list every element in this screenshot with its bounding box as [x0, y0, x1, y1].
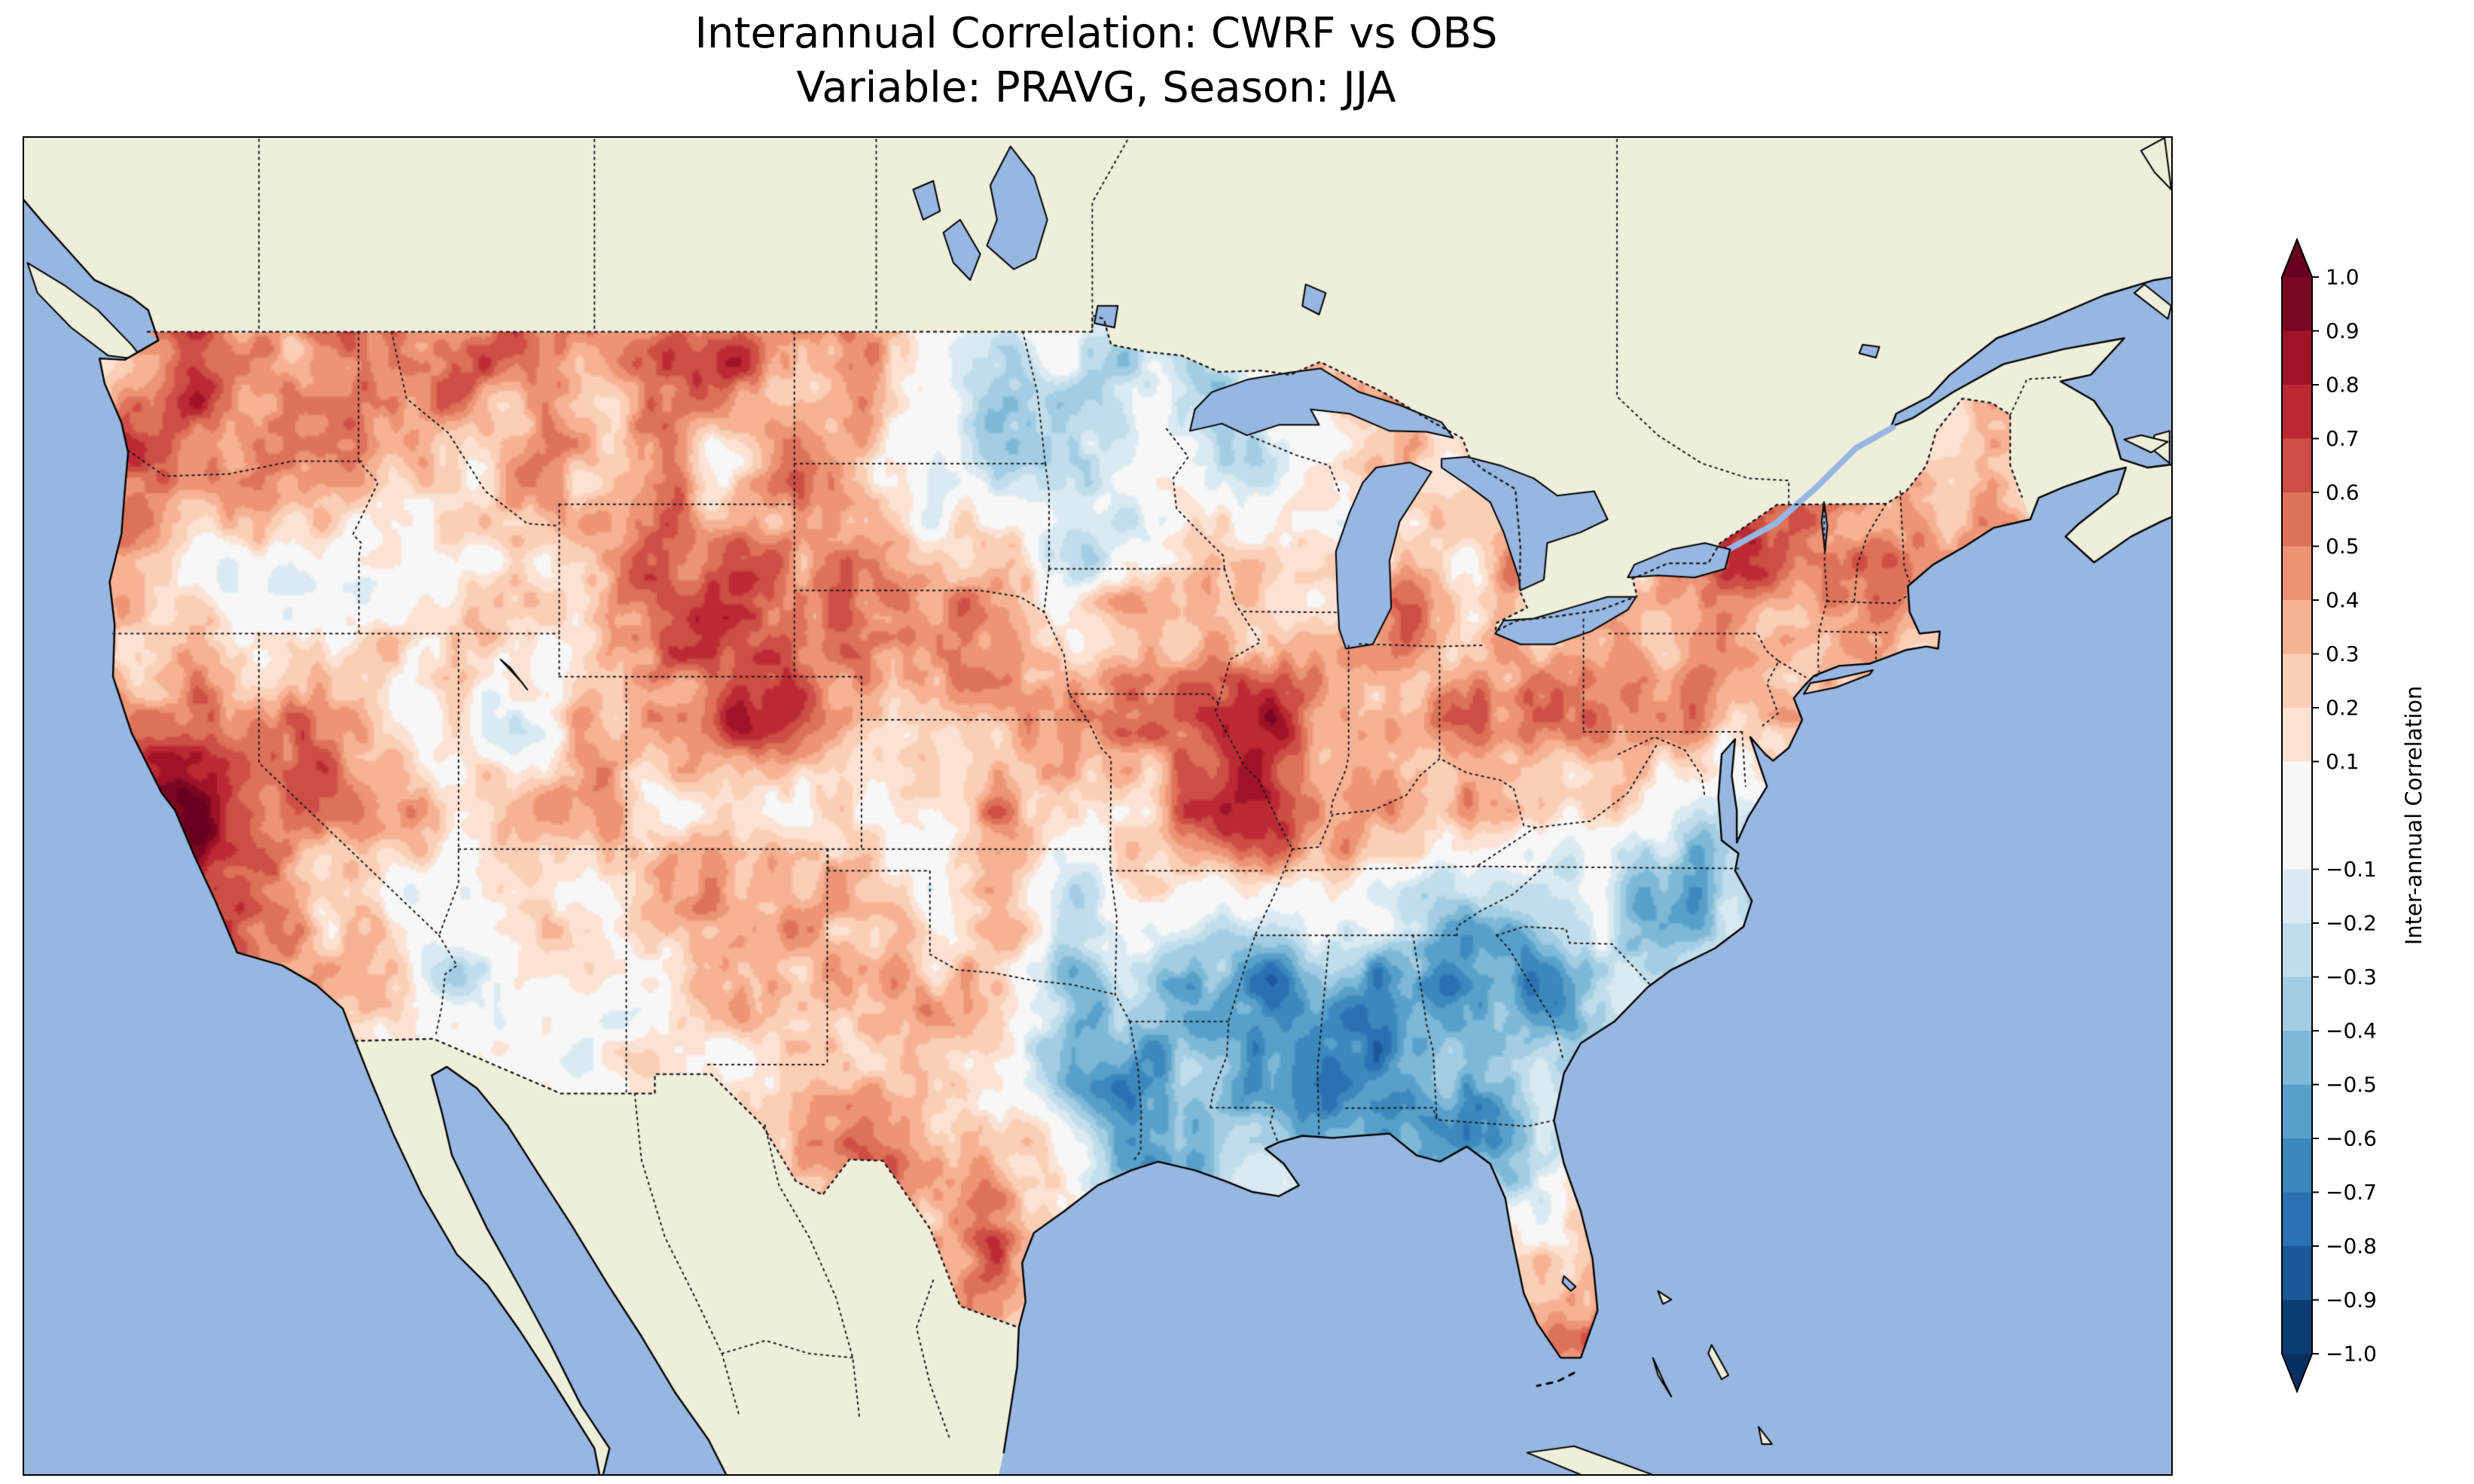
colorbar-band [2282, 1300, 2312, 1354]
colorbar-tick-label: −0.2 [2326, 911, 2377, 936]
colorbar-tick-label: 1.0 [2326, 265, 2360, 290]
colorbar-band [2282, 277, 2312, 331]
map-canvas [24, 138, 2171, 1474]
colorbar-tick-label: −0.4 [2326, 1019, 2377, 1044]
colorbar-tick-label: −1.0 [2326, 1342, 2377, 1367]
colorbar-band [2282, 869, 2312, 923]
colorbar: 1.0 0.9 0.8 0.7 0.6 0.5 0.4 0.3 0.2 0.1 −0.1 −0.2 −0… [2281, 237, 2427, 1394]
colorbar-tick-label: −0.7 [2326, 1180, 2377, 1205]
figure-subtitle: Variable: PRAVG, Season: JJA [796, 63, 1396, 112]
colorbar-band [2282, 1084, 2312, 1138]
colorbar-band [2282, 438, 2312, 492]
colorbar-tick-label: −0.9 [2326, 1287, 2377, 1312]
colorbar-tick-label: 0.7 [2326, 426, 2360, 451]
figure-title: Interannual Correlation: CWRF vs OBS [694, 9, 1498, 58]
colorbar-band [2282, 654, 2312, 708]
colorbar-extend-min [2282, 1354, 2312, 1391]
colorbar-tick-label: 0.6 [2326, 480, 2360, 505]
colorbar-tick-label: −0.3 [2326, 964, 2377, 989]
colorbar-band [2282, 600, 2312, 654]
colorbar-band [2282, 546, 2312, 600]
colorbar-tick-label: 0.5 [2326, 534, 2360, 559]
map-frame [23, 136, 2173, 1476]
colorbar-tick-label: −0.5 [2326, 1072, 2377, 1097]
colorbar-band [2282, 977, 2312, 1031]
colorbar-band [2282, 1031, 2312, 1085]
colorbar-band [2282, 492, 2312, 547]
colorbar-tick-label: 0.3 [2326, 641, 2360, 666]
colorbar-label: Inter-annual Correlation [2401, 686, 2427, 946]
colorbar-band [2282, 1192, 2312, 1246]
colorbar-tick-label: 0.8 [2326, 373, 2360, 398]
colorbar-band [2282, 761, 2312, 870]
colorbar-band [2282, 1138, 2312, 1193]
colorbar-tick-label: −0.6 [2326, 1126, 2377, 1151]
colorbar-band [2282, 923, 2312, 977]
colorbar-band [2282, 385, 2312, 439]
colorbar-band [2282, 1246, 2312, 1300]
colorbar-tick-label: −0.8 [2326, 1234, 2377, 1259]
colorbar-band [2282, 708, 2312, 762]
colorbar-extend-max [2282, 239, 2312, 277]
colorbar-tick-label: 0.4 [2326, 588, 2360, 613]
colorbar-tick-label: 0.2 [2326, 696, 2360, 721]
colorbar-tick-label: 0.1 [2326, 749, 2360, 774]
colorbar-band [2282, 331, 2312, 385]
colorbar-tick-label: −0.1 [2326, 857, 2377, 882]
colorbar-tick-label: 0.9 [2326, 318, 2360, 343]
